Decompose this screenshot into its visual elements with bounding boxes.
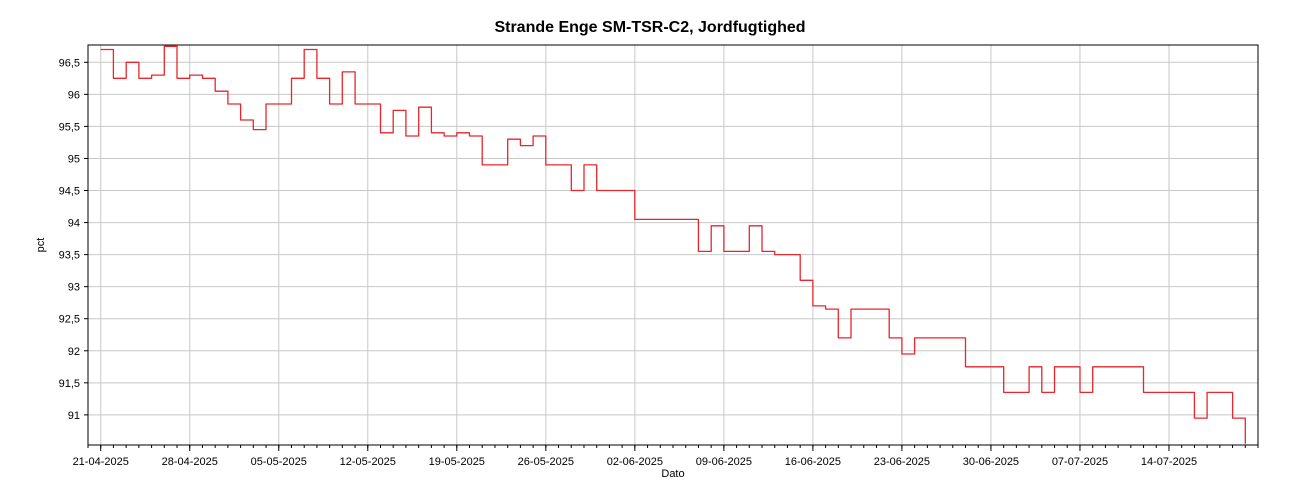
- y-tick-label: 94,5: [59, 186, 80, 198]
- x-tick-label: 02-06-2025: [607, 456, 663, 468]
- y-tick-label: 94: [68, 218, 80, 230]
- x-tick-label: 28-04-2025: [162, 456, 218, 468]
- y-tick-label: 95,5: [59, 121, 80, 133]
- y-tick-label: 93: [68, 282, 80, 294]
- x-tick-label: 14-07-2025: [1141, 456, 1197, 468]
- x-tick-label: 05-05-2025: [251, 456, 307, 468]
- x-tick-label: 26-05-2025: [518, 456, 574, 468]
- x-tick-label: 09-06-2025: [696, 456, 752, 468]
- y-tick-label: 96: [68, 89, 80, 101]
- y-axis-title: pct: [35, 238, 47, 253]
- grid-layer: [88, 45, 1258, 445]
- label-layer: 91 91,5 92 92,5 93 93,5 94 94,5 95 95,5 96 96,5 21-0…: [59, 57, 1198, 468]
- y-tick-label: 92,5: [59, 314, 80, 326]
- y-tick-label: 95: [68, 153, 80, 165]
- series-line: [100, 45, 1246, 444]
- y-tick-label: 92: [68, 346, 80, 358]
- y-tick-label: 96,5: [59, 57, 80, 69]
- x-tick-label: 30-06-2025: [963, 456, 1019, 468]
- y-tick-label: 91,5: [59, 378, 80, 390]
- y-tick-label: 91: [68, 410, 80, 422]
- x-tick-label: 07-07-2025: [1052, 456, 1108, 468]
- x-tick-label: 19-05-2025: [429, 456, 485, 468]
- x-axis-title: Dato: [661, 468, 684, 480]
- series-layer: [100, 45, 1246, 444]
- chart-title: Strande Enge SM-TSR-C2, Jordfugtighed: [494, 19, 806, 36]
- x-tick-label: 16-06-2025: [785, 456, 841, 468]
- y-tick-label: 93,5: [59, 250, 80, 262]
- tick-layer: [84, 61, 1259, 451]
- plot-area: [87, 44, 1259, 446]
- x-tick-label: 21-04-2025: [73, 456, 129, 468]
- x-tick-label: 23-06-2025: [874, 456, 930, 468]
- x-tick-label: 12-05-2025: [340, 456, 396, 468]
